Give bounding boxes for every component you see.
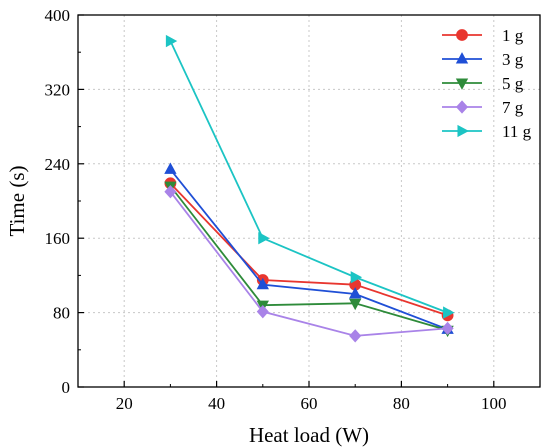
series-11g	[165, 34, 455, 319]
y-tick-label: 80	[53, 304, 70, 323]
data-point-11g	[443, 306, 455, 319]
series-line-7g	[169, 191, 448, 337]
y-tick-label: 0	[62, 378, 71, 397]
data-point-11g	[350, 271, 363, 284]
series-line-3g	[169, 168, 448, 331]
x-tick-label: 80	[393, 394, 410, 413]
data-point-7g	[441, 321, 454, 336]
legend-label: 7 g	[502, 98, 524, 117]
legend-marker	[455, 78, 469, 90]
legend-item-7g: 7 g	[442, 98, 524, 117]
series-7g	[164, 185, 454, 343]
y-tick-label: 320	[45, 80, 71, 99]
legend-item-1g: 1 g	[442, 26, 524, 45]
legend-marker	[457, 124, 469, 138]
series-line-5g	[169, 185, 448, 332]
data-point-3g	[349, 287, 362, 299]
legend-item-11g: 11 g	[442, 122, 532, 141]
legend-label: 5 g	[502, 74, 524, 93]
data-point-7g	[256, 305, 269, 319]
x-axis-title: Heat load (W)	[249, 423, 369, 447]
series-line-11g	[169, 40, 448, 314]
data-point-3g	[256, 277, 269, 290]
legend-marker	[455, 100, 469, 114]
y-tick-label: 240	[45, 155, 71, 174]
legend-item-3g: 3 g	[442, 50, 524, 69]
axis-ticks: 20 40 60 80 100 0 80 160 240 320 400	[45, 6, 541, 413]
data-point-11g	[165, 34, 178, 48]
series-line-1g	[169, 182, 448, 317]
legend: 1 g 3 g 5 g 7 g 11 g	[442, 26, 532, 141]
y-tick-label: 400	[45, 6, 71, 25]
legend-label: 3 g	[502, 50, 524, 69]
data-point-7g	[349, 329, 362, 343]
legend-label: 11 g	[502, 122, 532, 141]
y-tick-label: 160	[45, 229, 71, 248]
y-axis-title: Time (s)	[5, 166, 29, 237]
legend-marker	[456, 29, 468, 41]
x-tick-label: 20	[116, 394, 133, 413]
legend-marker	[455, 52, 469, 64]
x-tick-label: 40	[208, 394, 225, 413]
x-tick-label: 60	[301, 394, 318, 413]
series-layer	[164, 34, 455, 343]
data-point-3g	[164, 162, 177, 174]
grid-lines	[78, 15, 540, 387]
x-tick-label: 100	[481, 394, 507, 413]
data-point-5g	[349, 298, 362, 311]
legend-label: 1 g	[502, 26, 524, 45]
data-point-11g	[258, 232, 270, 245]
data-point-7g	[164, 185, 177, 199]
legend-item-5g: 5 g	[442, 74, 524, 93]
